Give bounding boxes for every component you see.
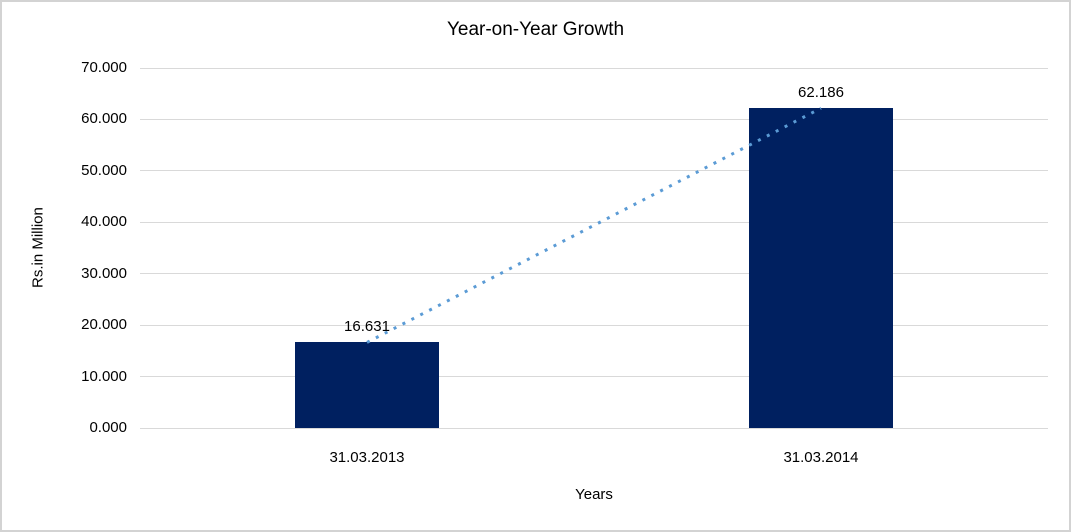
gridline <box>140 170 1048 172</box>
bar-value-label: 62.186 <box>798 84 844 102</box>
x-tick-label: 31.03.2013 <box>329 449 405 466</box>
y-tick-label: 40.000 <box>81 213 127 231</box>
y-tick-label: 70.000 <box>81 59 127 76</box>
y-tick-label: 60.000 <box>81 110 127 128</box>
y-tick-label: 10.000 <box>81 367 127 385</box>
y-tick-labels: 0.000 10.000 20.000 30.000 40.000 50.000 60.00… <box>2 59 127 436</box>
y-tick-label: 30.000 <box>81 264 127 282</box>
y-tick-label: 50.000 <box>81 161 127 179</box>
gridline <box>140 273 1048 275</box>
bar <box>295 342 439 428</box>
x-tick-label: 31.03.2014 <box>783 449 859 466</box>
gridline <box>140 67 1048 69</box>
x-axis-title: Years <box>575 486 613 503</box>
bar-value-label: 16.631 <box>344 318 390 336</box>
trendline <box>366 106 822 344</box>
y-tick-label: 0.000 <box>89 419 127 436</box>
gridline <box>140 427 1048 429</box>
gridline <box>140 221 1048 223</box>
gridline <box>140 324 1048 326</box>
gridline <box>140 118 1048 120</box>
y-tick-label: 20.000 <box>81 316 127 334</box>
plot-area: 16.631 62.186 <box>140 67 1048 429</box>
chart-title: Year-on-Year Growth <box>446 19 625 40</box>
bar <box>749 108 893 428</box>
trendline-path <box>366 106 822 344</box>
gridline <box>140 376 1048 378</box>
